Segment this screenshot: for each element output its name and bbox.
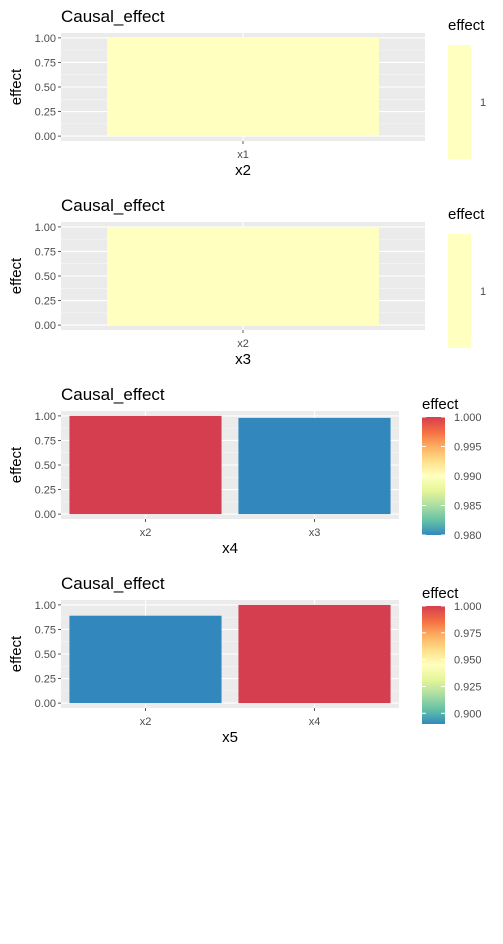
legend: effect 1 [448,17,486,159]
bar-x4 [238,604,391,704]
y-tick-label: 0.00 [35,509,56,521]
x-tick-label: x2 [140,716,152,728]
chart-title: Causal_effect [61,196,165,215]
legend: effect 0.980 0.985 0.990 0.995 1.000 [422,396,482,542]
x-axis-label: x4 [222,540,238,557]
legend-label: 1 [480,97,486,109]
bar-x1 [107,37,379,137]
legend-title: effect [422,585,459,602]
x-tick-label: x3 [309,527,321,539]
legend-tick-label: 0.975 [454,628,482,640]
y-tick-label: 1.00 [35,600,56,612]
legend-title: effect [448,206,485,223]
y-tick-label: 0.25 [35,107,56,119]
legend-tick-label: 0.985 [454,501,482,513]
legend-label: 1 [480,286,486,298]
x-axis-label: x2 [235,162,251,179]
legend: effect 0.900 0.925 0.950 0.975 1.000 [422,585,482,724]
legend-tick-label: 0.995 [454,442,482,454]
x-tick-label: x2 [237,338,249,350]
y-tick-label: 0.25 [35,485,56,497]
legend-tick-label: 0.925 [454,681,482,693]
x-tick-label: x2 [140,527,152,539]
legend-tick-label: 0.900 [454,708,482,720]
y-tick-label: 1.00 [35,222,56,234]
y-axis-label: effect [8,257,25,294]
legend-title: effect [422,396,459,413]
bar-x2 [69,615,222,704]
x-axis-label: x5 [222,729,238,746]
y-tick-label: 0.00 [35,698,56,710]
y-axis-label: effect [8,446,25,483]
chart-title: Causal_effect [61,574,165,593]
legend-tick-label: 0.980 [454,530,482,542]
y-tick-label: 0.00 [35,131,56,143]
y-tick-label: 1.00 [35,33,56,45]
legend-key [448,45,471,159]
y-tick-label: 0.25 [35,674,56,686]
y-tick-label: 1.00 [35,411,56,423]
x-tick-label: x4 [309,716,321,728]
chart-title: Causal_effect [61,7,165,26]
y-tick-label: 0.50 [35,271,56,283]
bar-x2 [69,415,222,515]
legend-tick-label: 0.950 [454,655,482,667]
y-tick-label: 0.50 [35,460,56,472]
chart-panel-4: Causal_effect 0.00 0.25 0.50 0.75 1.00 x2 x4 x5 e… [8,574,482,746]
legend-key [448,234,471,348]
legend-tick-label: 1.000 [454,601,482,613]
y-axis-label: effect [8,635,25,672]
chart-panel-3: Causal_effect 0.00 0.25 0.50 0.75 1.00 x2 x3 x4 e… [8,385,482,557]
y-tick-label: 0.50 [35,82,56,94]
y-tick-label: 0.25 [35,296,56,308]
legend: effect 1 [448,206,486,348]
chart-title: Causal_effect [61,385,165,404]
y-tick-label: 0.75 [35,57,56,69]
legend-title: effect [448,17,485,34]
legend-tick-label: 0.990 [454,471,482,483]
y-tick-label: 0.00 [35,320,56,332]
legend-tick-label: 1.000 [454,412,482,424]
x-tick-label: x1 [237,149,249,161]
y-tick-label: 0.50 [35,649,56,661]
legend-colorbar [422,606,445,724]
bar-x2 [107,226,379,326]
y-tick-label: 0.75 [35,435,56,447]
bar-x3 [238,417,391,515]
y-tick-label: 0.75 [35,246,56,258]
y-tick-label: 0.75 [35,624,56,636]
y-axis-label: effect [8,68,25,105]
x-axis-label: x3 [235,351,251,368]
legend-colorbar [422,417,445,535]
